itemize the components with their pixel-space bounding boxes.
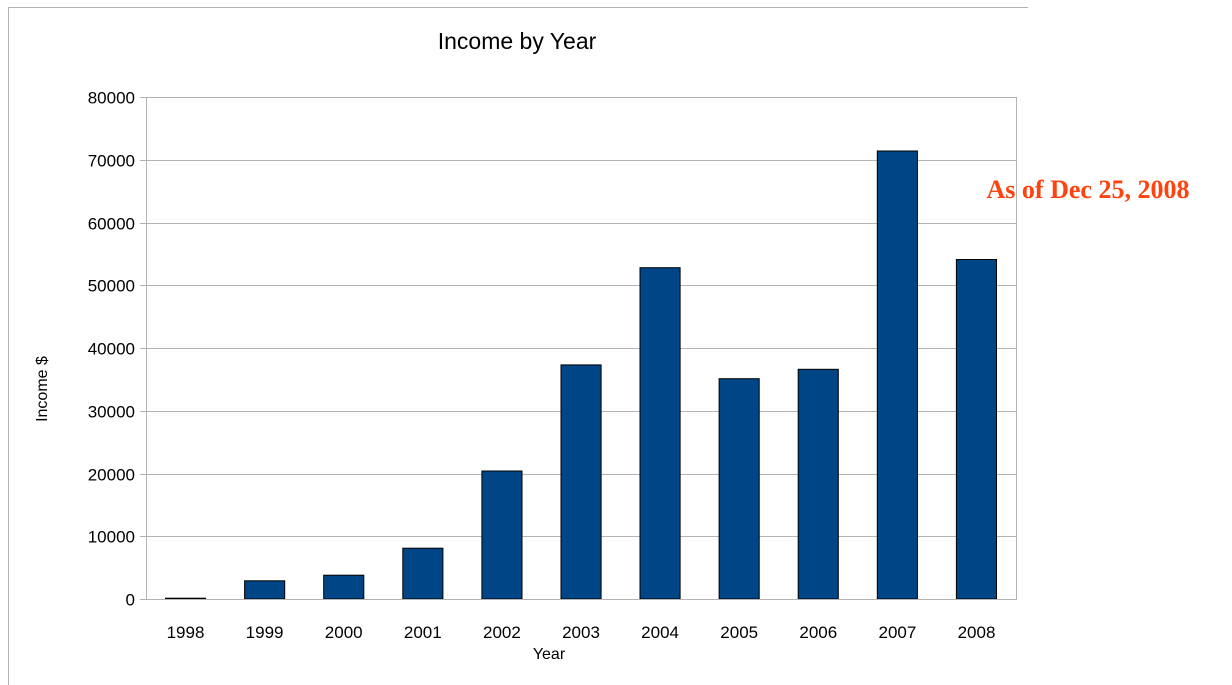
y-tick-label: 40000 [88,340,135,359]
x-tick-label: 2006 [799,623,837,642]
bar-2003 [560,364,602,600]
bar-layer [165,150,998,600]
bar-2000 [323,574,365,600]
chart-title: Income by Year [438,28,597,54]
bar-2006 [797,368,839,600]
y-tick-label: 10000 [88,528,135,547]
x-tick-label: 2001 [404,623,442,642]
y-tick-label: 20000 [88,466,135,485]
x-tick-label: 2005 [720,623,758,642]
bar-2007 [876,150,918,600]
y-tick-label: 30000 [88,403,135,422]
plot-area-border [146,97,1017,600]
y-tick-label: 80000 [88,89,135,108]
x-tick-label: 2007 [878,623,916,642]
bar-2008 [955,259,998,600]
y-tick-label: 60000 [88,215,135,234]
bar-2004 [639,267,681,600]
bar-2002 [481,470,523,600]
x-tick-label: 1998 [167,623,205,642]
y-tick-label: 70000 [88,152,135,171]
bar-2001 [402,547,444,600]
y-tick-label: 0 [126,591,135,610]
x-tick-label: 2002 [483,623,521,642]
annotation-text: As of Dec 25, 2008 [987,175,1190,204]
y-axis-title: Income $ [34,356,51,422]
y-tick-labels: 0 10000 20000 30000 40000 50000 60000 70000 8000… [88,89,135,610]
x-axis-title: Year [533,646,566,663]
x-tick-labels: 1998 1999 2000 2001 2002 2003 2004 2005 2006 2007… [167,623,996,642]
x-tick-label: 2004 [641,623,679,642]
y-tick-label: 50000 [88,277,135,296]
x-tick-label: 2008 [958,623,996,642]
bar-1999 [244,580,286,600]
bar-2005 [718,378,760,600]
x-tick-label: 2003 [562,623,600,642]
x-tick-label: 2000 [325,623,363,642]
bar-1998 [165,597,207,600]
x-tick-label: 1999 [246,623,284,642]
